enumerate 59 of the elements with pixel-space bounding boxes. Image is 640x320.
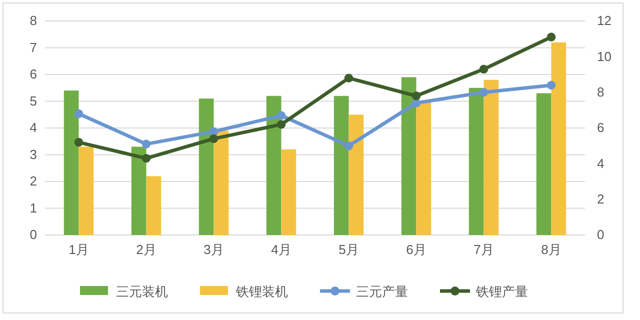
- bar: [484, 80, 499, 235]
- y-tick-label: 2: [30, 174, 37, 189]
- point: [479, 64, 488, 74]
- bar: [146, 176, 162, 235]
- x-tick-label: 7月: [474, 242, 494, 258]
- legend-label: 三元装机: [116, 285, 168, 300]
- y2-tick-label: 6: [597, 120, 604, 136]
- x-tick-label: 8月: [541, 242, 562, 258]
- y-tick-label: 5: [30, 93, 37, 108]
- y2-tick-label: 2: [597, 191, 604, 206]
- bar: [416, 101, 432, 235]
- y2-tick-label: 12: [597, 13, 612, 28]
- y-tick-label: 1: [30, 200, 37, 216]
- bar: [334, 96, 349, 235]
- point: [344, 74, 354, 82]
- bar: [468, 88, 484, 235]
- point: [276, 111, 286, 120]
- legend-label: 铁锂装机: [235, 285, 288, 300]
- point: [74, 138, 84, 147]
- bar: [198, 98, 214, 235]
- x-tick-label: 4月: [271, 242, 292, 258]
- point: [276, 120, 286, 129]
- point: [74, 109, 84, 118]
- y2-tick-label: 4: [597, 156, 604, 171]
- x-tick-label: 2月: [136, 242, 156, 258]
- legend-label: 三元产量: [356, 285, 408, 300]
- y-tick-label: 7: [30, 40, 37, 55]
- y-tick-label: 6: [30, 66, 37, 82]
- bar: [348, 114, 364, 235]
- y-tick-label: 3: [30, 146, 37, 162]
- point: [412, 92, 421, 100]
- bar: [401, 77, 416, 235]
- x-tick-label: 3月: [204, 242, 224, 258]
- bar: [131, 146, 146, 235]
- bar: [551, 42, 566, 235]
- point: [546, 32, 556, 42]
- point: [142, 154, 151, 163]
- bar: [536, 93, 552, 235]
- x-tick-label: 6月: [406, 242, 426, 258]
- y2-tick-label: 8: [597, 84, 604, 100]
- y-tick-label: 4: [30, 120, 37, 136]
- y2-tick-label: 10: [597, 48, 612, 64]
- y2-tick-label: 0: [597, 227, 604, 242]
- x-tick-label: 1月: [68, 242, 89, 258]
- bar: [64, 90, 79, 235]
- point: [142, 140, 151, 148]
- point: [209, 127, 218, 136]
- point: [546, 80, 556, 90]
- x-tick-label: 5月: [338, 242, 359, 258]
- point: [344, 141, 354, 150]
- bar: [266, 96, 282, 235]
- legend-label: 铁锂产量: [475, 285, 528, 300]
- bar: [281, 149, 296, 235]
- y-tick-label: 8: [30, 13, 37, 28]
- bar: [214, 130, 229, 235]
- point: [479, 88, 488, 97]
- point: [209, 134, 218, 144]
- bar: [78, 146, 94, 235]
- y-tick-label: 0: [30, 227, 37, 242]
